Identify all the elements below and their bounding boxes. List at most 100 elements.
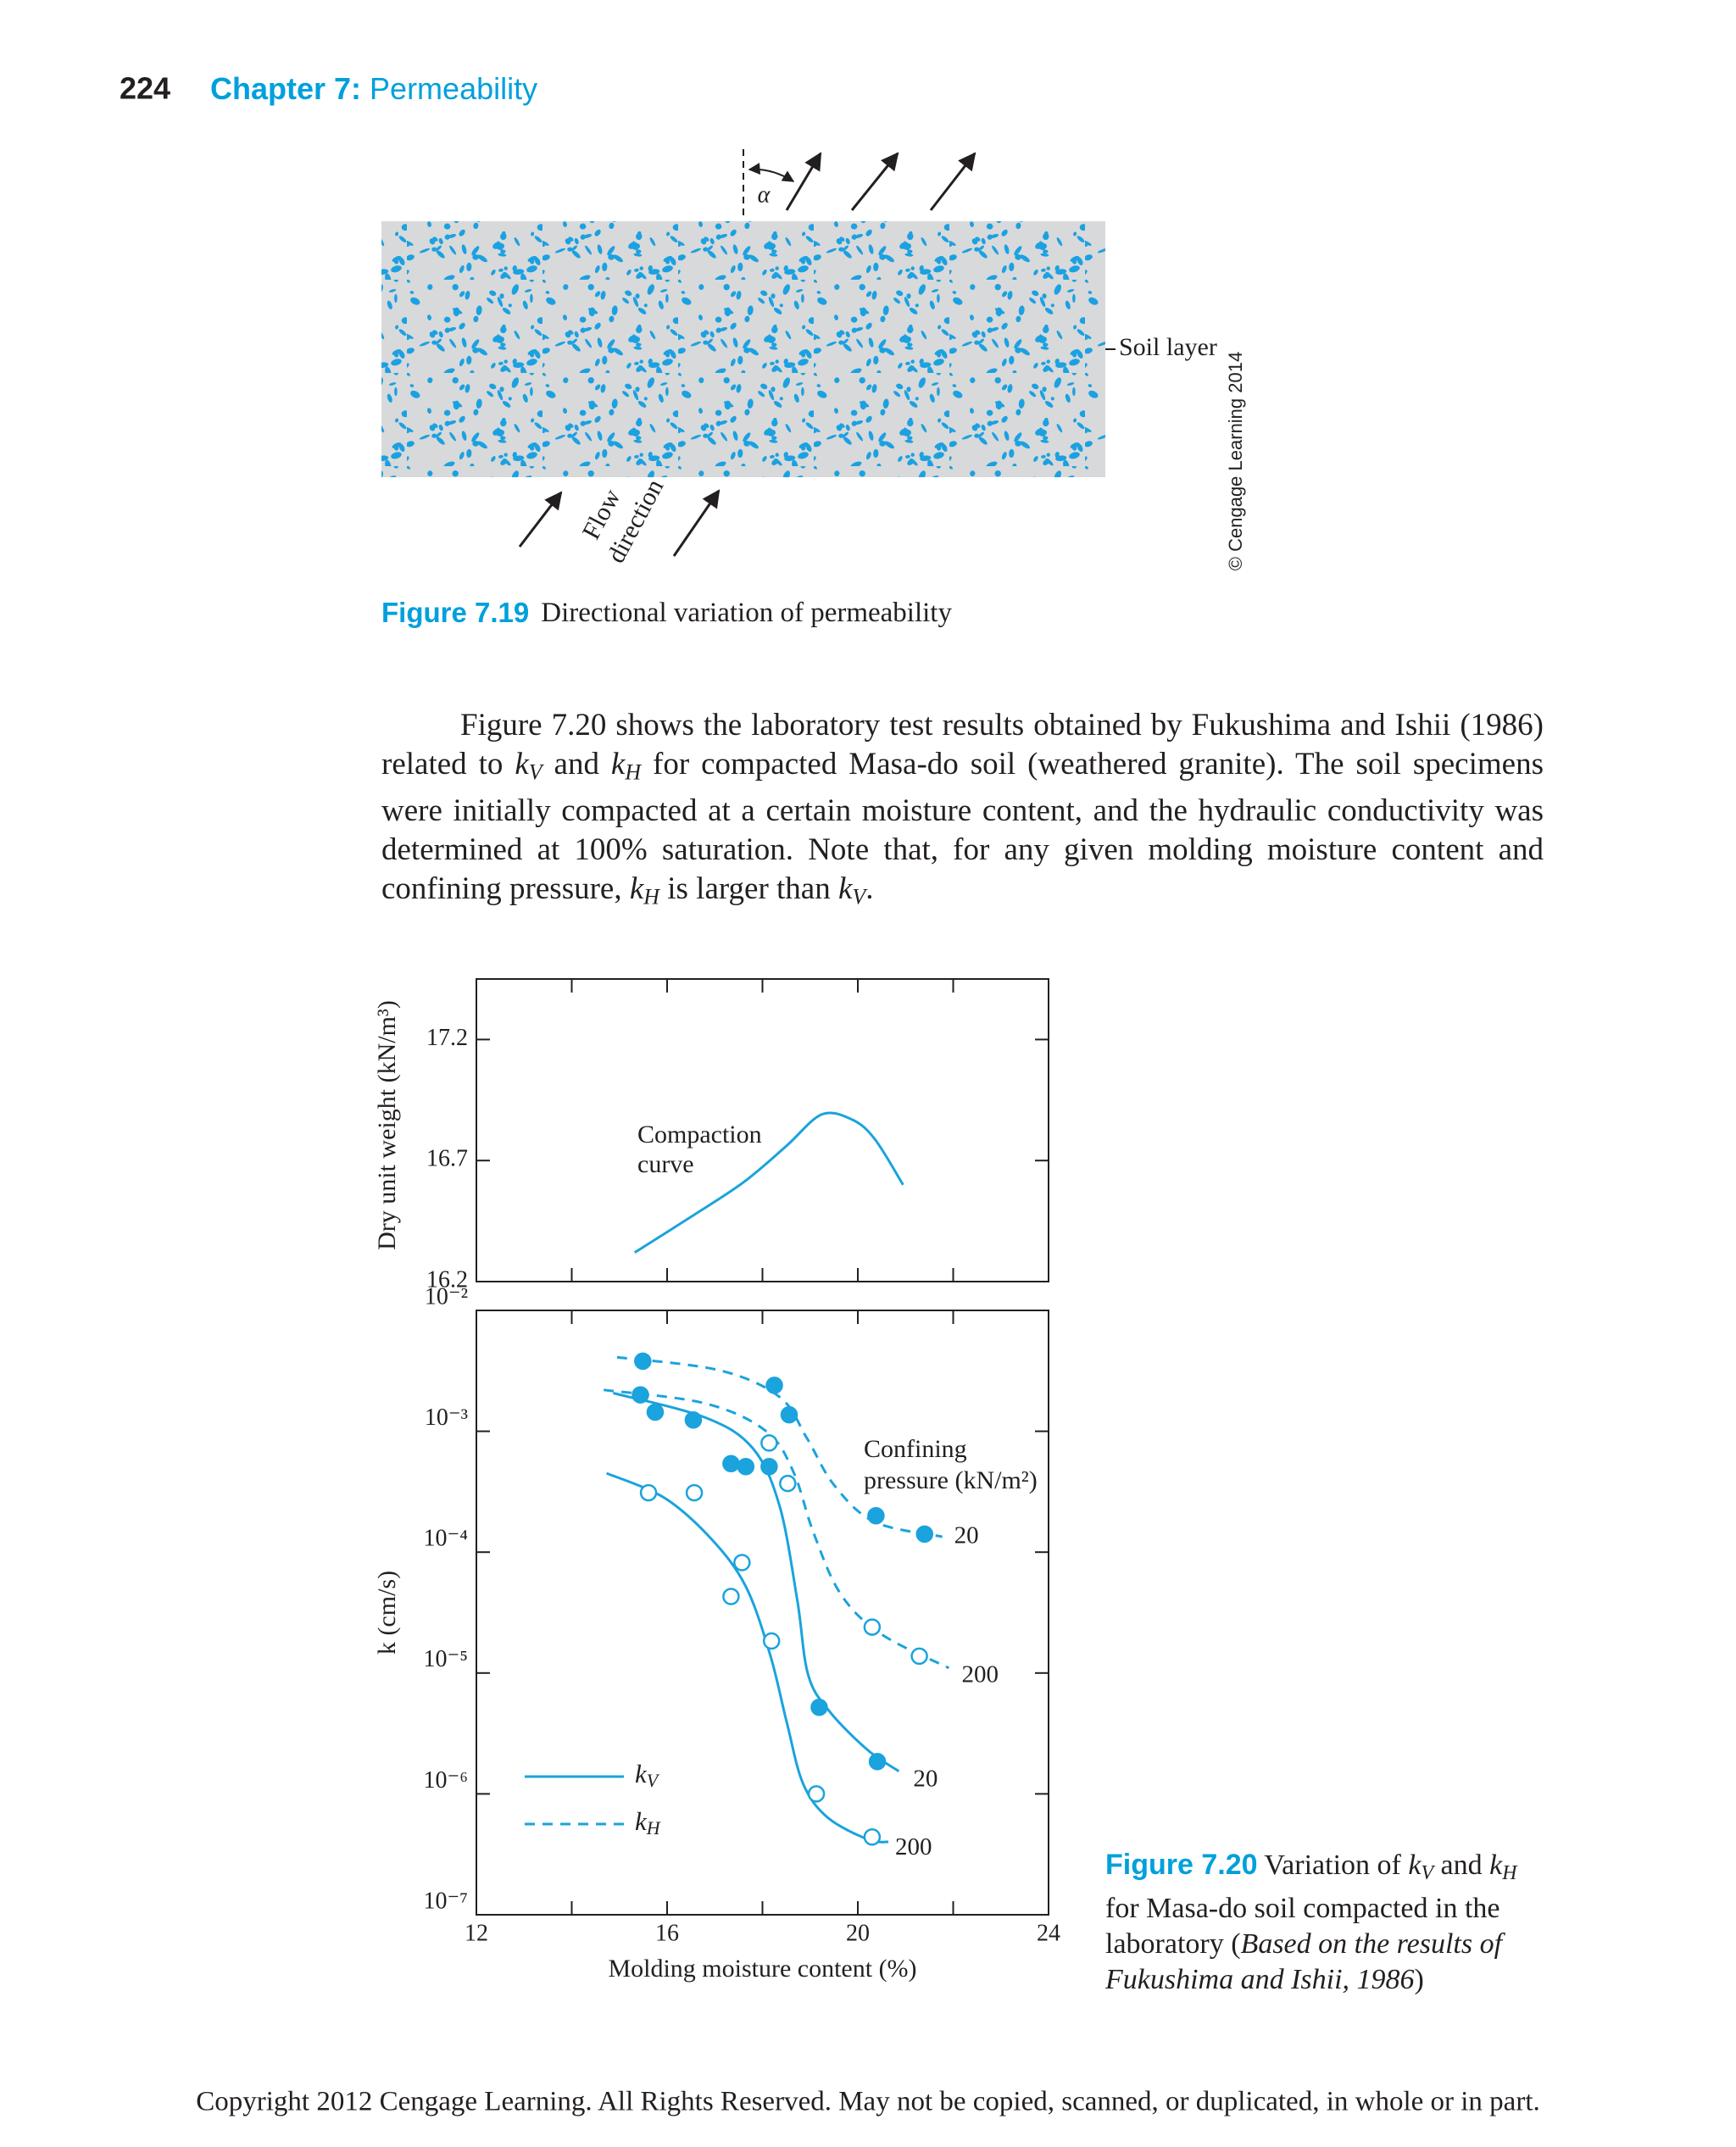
layer-label: Soil layer — [1119, 333, 1217, 361]
credit: © Cengage Learning 2014 — [1225, 352, 1246, 570]
annotation: pressure (kN/m²) — [864, 1466, 1038, 1494]
chapter: Chapter 7: — [210, 71, 361, 106]
caption-7-20: Figure 7.20 Variation of kV and kH for M… — [1105, 1847, 1546, 1998]
fit-line — [606, 1471, 889, 1844]
y-tick-label: 10⁻⁴ — [423, 1526, 468, 1552]
text-run: for Masa-do soil compacted in the labora… — [1105, 1892, 1500, 1960]
series-label: 20 — [954, 1522, 979, 1549]
data-point — [868, 1753, 887, 1771]
x-tick-label: 12 — [465, 1920, 488, 1946]
text-run: ) — [1414, 1963, 1424, 1995]
angle-label: α — [758, 181, 771, 208]
data-point — [863, 1618, 882, 1636]
text-run: H — [1502, 1861, 1517, 1884]
text-run: Variation of — [1257, 1849, 1409, 1881]
fit-line — [604, 1388, 950, 1670]
text-run: k — [837, 871, 853, 907]
caption-label: Figure 7.20 — [1105, 1849, 1258, 1881]
x-axis-label: Molding moisture content (%) — [608, 1955, 916, 1983]
annotation: Compaction — [637, 1121, 762, 1149]
data-point — [684, 1411, 703, 1429]
text-run: H — [643, 884, 659, 909]
text-run: V — [852, 884, 866, 909]
angle-arrow — [748, 163, 795, 182]
text-run: k — [1489, 1849, 1503, 1881]
caption-text: Directional variation of permeability — [541, 598, 952, 628]
chapter-title: Permeability — [370, 71, 537, 106]
data-point — [867, 1507, 885, 1525]
caption-7-19: Figure 7.19 Directional variation of perm… — [381, 597, 952, 628]
data-point — [634, 1352, 652, 1371]
annotation: Confining — [864, 1435, 967, 1463]
text-run: V — [528, 759, 542, 785]
data-point — [760, 1458, 778, 1476]
series-label: 20 — [913, 1765, 938, 1792]
text-run: k — [629, 871, 644, 907]
page-number: 224 — [120, 71, 170, 106]
text-run: V — [1421, 1861, 1433, 1884]
caption-label: Figure 7.19 — [381, 597, 529, 628]
text-run: H — [625, 759, 642, 785]
data-point — [780, 1405, 798, 1424]
text-run: Figure 7.20 shows the laboratory test re… — [381, 708, 1544, 781]
data-point — [807, 1785, 826, 1803]
data-point — [646, 1403, 665, 1421]
data-point — [915, 1525, 933, 1544]
flow-arrows — [518, 152, 976, 557]
text-run: k — [515, 747, 529, 781]
legend-label: kV — [635, 1759, 660, 1791]
y-tick-label: 10⁻³ — [425, 1404, 468, 1431]
x-tick-label: 24 — [1037, 1920, 1060, 1946]
text-run: and — [1433, 1849, 1490, 1881]
data-point — [765, 1377, 783, 1394]
text-run: Based on the results of Fukushima and Is… — [1105, 1927, 1503, 1995]
data-point — [737, 1458, 755, 1476]
y-tick-label: 17.2 — [426, 1025, 468, 1051]
paragraph: Figure 7.20 shows the laboratory test re… — [381, 706, 1544, 917]
annotation: curve — [637, 1150, 694, 1178]
x-tick-label: 20 — [846, 1920, 870, 1946]
data-point — [910, 1647, 928, 1666]
plot-frame — [476, 978, 1049, 1282]
text-run: is larger than — [659, 871, 838, 907]
text-run: and — [542, 747, 611, 781]
data-point — [863, 1827, 882, 1846]
y-tick-label: 10⁻⁶ — [423, 1767, 468, 1794]
running-head: Chapter 7: Permeability — [210, 71, 537, 106]
text-run: for compacted Masa-do soil (weathered gr… — [381, 747, 1544, 907]
footer: Copyright 2012 Cengage Learning. All Rig… — [196, 2087, 1539, 2117]
legend-symbol: k — [635, 1806, 648, 1836]
y-tick-label: 16.2 — [426, 1266, 468, 1293]
legend-label: kH — [635, 1806, 661, 1838]
data-point — [779, 1474, 797, 1493]
data-point — [810, 1699, 828, 1716]
data-point — [760, 1434, 778, 1452]
soil-layer — [381, 221, 1105, 477]
legend-subscript: H — [646, 1817, 661, 1838]
y-tick-label: 10⁻² — [425, 1283, 468, 1310]
legend-subscript: V — [647, 1770, 660, 1791]
y-tick-label: 16.7 — [426, 1146, 468, 1172]
y-axis-label: k (cm/s) — [373, 1571, 401, 1655]
compaction-curve — [633, 1111, 904, 1254]
data-point — [632, 1386, 649, 1404]
data-point — [762, 1632, 781, 1650]
y-tick-label: 10⁻⁷ — [423, 1888, 468, 1914]
text-run: k — [610, 747, 626, 781]
data-point — [685, 1483, 704, 1502]
series-label: 200 — [961, 1661, 999, 1688]
data-point — [639, 1483, 658, 1502]
legend-symbol: k — [635, 1759, 648, 1788]
data-point — [722, 1455, 740, 1473]
y-axis-label: Dry unit weight (kN/m³) — [373, 1000, 401, 1250]
text-run: k — [1408, 1849, 1422, 1881]
data-point — [733, 1554, 751, 1571]
fit-line — [613, 1392, 900, 1772]
x-tick-label: 16 — [655, 1920, 679, 1946]
text-run: . — [865, 871, 874, 907]
series-label: 200 — [895, 1833, 932, 1861]
data-point — [722, 1588, 740, 1605]
y-tick-label: 10⁻⁵ — [423, 1646, 468, 1672]
